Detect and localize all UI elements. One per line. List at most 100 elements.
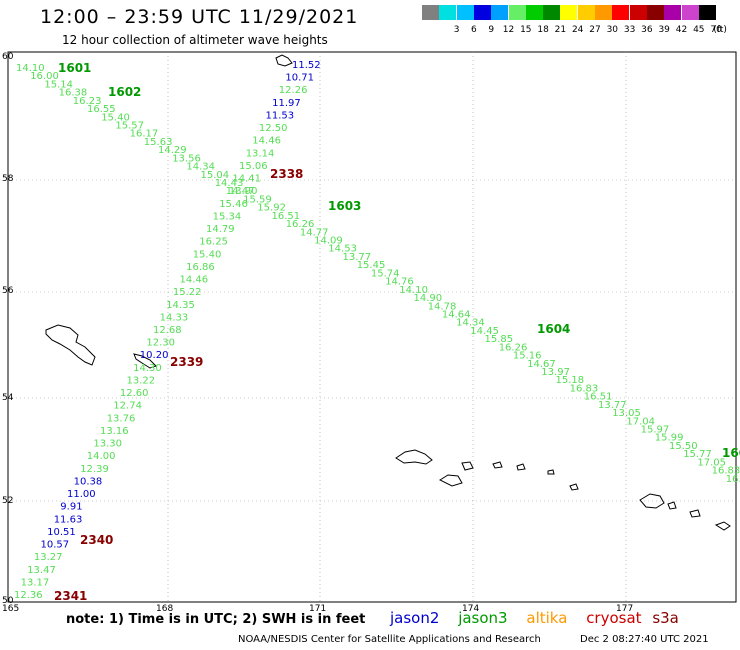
wave-height-value: 13.22 xyxy=(127,376,156,387)
wave-height-value: 15.57 xyxy=(115,121,144,132)
wave-height-value: 15.92 xyxy=(257,203,286,214)
wave-height-value: 16.51 xyxy=(584,392,613,403)
lon-tick-label: 171 xyxy=(309,604,326,614)
wave-height-value: 14.30 xyxy=(133,363,162,374)
wave-height-value: 13.27 xyxy=(34,552,63,563)
wave-height-value: 14.47 xyxy=(226,186,255,197)
lat-tick-label: 52 xyxy=(2,496,13,506)
wave-height-value: 12.30 xyxy=(146,338,175,349)
footer-date: Dec 2 08:27:40 UTC 2021 xyxy=(580,634,709,645)
legend-swatch xyxy=(456,5,474,20)
legend-swatch xyxy=(698,5,716,20)
wave-height-value: 15.16 xyxy=(513,351,542,362)
legend-swatch xyxy=(473,5,491,20)
grid-lines xyxy=(8,52,736,602)
wave-height-value: 14.46 xyxy=(252,136,281,147)
lon-tick-label: 174 xyxy=(462,604,479,614)
wave-height-value: 14.46 xyxy=(180,275,209,286)
map-subtitle: 12 hour collection of altimeter wave hei… xyxy=(62,33,328,47)
footer-note: note: 1) Time is in UTC; 2) SWH is in fe… xyxy=(66,612,366,627)
wave-height-value: 16.00 xyxy=(30,71,59,82)
wave-height-value: 11.00 xyxy=(67,489,96,500)
legend-swatch xyxy=(525,5,543,20)
legend-swatch xyxy=(560,5,578,20)
wave-height-value: 16.25 xyxy=(199,237,228,248)
wave-height-value: 14.35 xyxy=(166,300,195,311)
legend-swatch xyxy=(491,5,509,20)
legend-swatch xyxy=(629,5,647,20)
wave-height-value: 12.74 xyxy=(113,401,142,412)
wave-height-value: 15.06 xyxy=(239,161,268,172)
island-outline xyxy=(667,501,677,510)
wave-height-value: 12.50 xyxy=(259,123,288,134)
wave-height-value: 12.36 xyxy=(14,590,43,601)
wave-height-value: 14.10 xyxy=(16,63,45,74)
wave-height-value: 15.40 xyxy=(193,249,222,260)
legend-swatch xyxy=(646,5,664,20)
wave-height-value: 14.34 xyxy=(186,162,215,173)
wave-height-value: 15.04 xyxy=(201,170,230,181)
island-outline xyxy=(461,461,474,471)
legend-swatch xyxy=(595,5,612,20)
wave-height-value: 10.71 xyxy=(285,73,314,84)
wave-height-value: 11.63 xyxy=(54,514,83,525)
wave-height-value: 13.90 xyxy=(229,186,258,197)
wave-height-value: 9.91 xyxy=(60,502,82,513)
wave-height-value: 15.45 xyxy=(357,260,386,271)
wave-height-value: 16.51 xyxy=(272,211,301,222)
wave-height-value: 15.59 xyxy=(243,195,272,206)
wave-height-value: 15.50 xyxy=(669,441,698,452)
wave-height-value: 15.97 xyxy=(641,425,670,436)
island-outline xyxy=(547,469,555,475)
wave-height-value: 14.64 xyxy=(442,310,471,321)
sat-s3a: s3a xyxy=(652,609,679,627)
wave-height-value: 13.97 xyxy=(541,367,570,378)
wave-height-value: 14.79 xyxy=(206,224,235,235)
legend-label: 70 xyxy=(710,25,722,35)
legend-label: 15 xyxy=(520,25,532,35)
wave-height-value: 14.76 xyxy=(385,277,414,288)
track-label-2341: 2341 xyxy=(54,589,87,603)
lat-tick-label: 54 xyxy=(2,393,14,403)
sat-jason3: jason3 xyxy=(458,609,508,627)
wave-height-value: 15.85 xyxy=(485,334,514,345)
footer-credit: NOAA/NESDIS Center for Satellite Applica… xyxy=(238,634,541,645)
wave-height-value: 15.40 xyxy=(101,112,130,123)
legend-label: 27 xyxy=(589,25,601,35)
wave-height-value: 15.46 xyxy=(219,199,248,210)
wave-height-value: 15.22 xyxy=(173,287,202,298)
lon-tick-label: 168 xyxy=(156,604,173,614)
wave-height-value: 15.77 xyxy=(683,449,712,460)
wave-height-value: 14.34 xyxy=(456,318,485,329)
island-outline xyxy=(492,461,503,469)
wave-height-value: 14.90 xyxy=(414,293,443,304)
wave-height-value: 14.00 xyxy=(87,451,116,462)
wave-height-value: 15.99 xyxy=(655,433,684,444)
wave-height-value: 16.55 xyxy=(87,104,116,115)
wave-height-value: 16.26 xyxy=(499,342,528,353)
legend-label: 36 xyxy=(641,25,653,35)
legend-unit: (ft) xyxy=(713,25,727,35)
wave-height-value: 13.76 xyxy=(107,413,136,424)
wave-height-value: 13.14 xyxy=(246,148,275,159)
wave-height-value: 16.38 xyxy=(59,88,88,99)
legend-label: 3 xyxy=(453,25,460,35)
wave-height-value: 14.45 xyxy=(470,326,499,337)
wave-height-value: 10.20 xyxy=(140,350,169,361)
wave-height-value: 13.16 xyxy=(100,426,129,437)
legend-swatch xyxy=(681,5,699,20)
wave-height-value: 14.41 xyxy=(232,174,261,185)
wave-height-value: 16.26 xyxy=(286,219,315,230)
legend-label: 6 xyxy=(471,25,477,35)
island-outline xyxy=(516,463,526,471)
sat-jason2: jason2 xyxy=(390,609,440,627)
wave-height-value: 16.23 xyxy=(73,96,102,107)
wave-height-value: 15.18 xyxy=(556,375,585,386)
wave-height-value: 10.38 xyxy=(74,476,103,487)
wave-height-value: 13.30 xyxy=(93,439,122,450)
wave-height-value: 14.09 xyxy=(314,236,343,247)
sat-altika: altika xyxy=(526,609,568,627)
wave-height-value: 14.33 xyxy=(160,312,189,323)
lat-tick-label: 60 xyxy=(2,52,14,62)
